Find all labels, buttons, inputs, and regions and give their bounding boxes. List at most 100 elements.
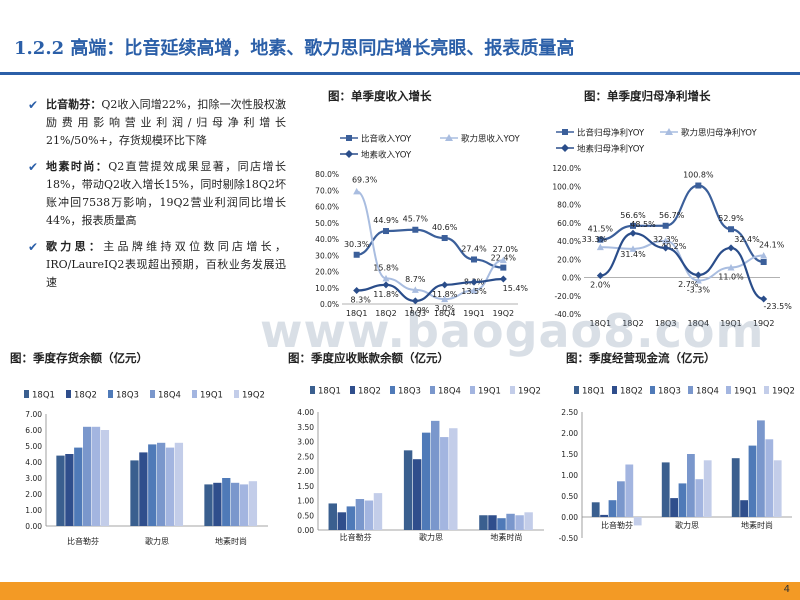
bar (633, 517, 642, 526)
legend-swatch (430, 386, 435, 394)
bar (497, 518, 506, 530)
legend-label: 19Q1 (734, 387, 757, 397)
bar (157, 442, 166, 526)
legend-label: 19Q2 (242, 391, 265, 401)
y-tick-label: 1.00 (25, 506, 42, 515)
x-tick-label: 地素时尚 (741, 520, 773, 530)
y-tick-label: 0.00 (25, 522, 42, 531)
bar (204, 484, 213, 526)
y-tick-label: -0.50 (559, 534, 579, 543)
bullet-item: ✔ 地素时尚：Q2直营提效成果显著，同店增长18%，带动Q2收入增长15%，同时… (28, 158, 286, 230)
bar (748, 445, 757, 517)
legend-marker (562, 129, 568, 135)
y-tick-label: 2.00 (25, 490, 42, 499)
data-label: 69.3% (352, 175, 378, 184)
y-tick-label: 3.00 (25, 474, 42, 483)
bar (165, 447, 175, 526)
y-tick-label: 60.0% (315, 203, 339, 212)
y-tick-label: 4.00 (297, 408, 314, 417)
data-label: 44.9% (373, 216, 399, 225)
cashflow-bar-chart: 18Q1 18Q2 18Q3 18Q4 19Q1 19Q2 -0.50 0.00 0.50 1.0… (559, 386, 795, 543)
bar (695, 479, 704, 517)
legend-marker (346, 135, 352, 141)
data-point (470, 287, 478, 294)
y-tick-label: 2.50 (297, 452, 314, 461)
legend-label: 19Q2 (772, 387, 795, 397)
y-tick-label: 1.00 (297, 497, 314, 506)
data-point (760, 252, 768, 259)
x-tick-label: 18Q4 (688, 319, 710, 328)
legend-swatch (390, 386, 395, 394)
x-tick-label: 歌力思 (675, 520, 699, 530)
legend-label: 比音收入YOY (361, 134, 412, 145)
bar (346, 506, 356, 530)
data-point (629, 245, 637, 252)
legend-label: 18Q3 (116, 391, 139, 401)
data-label: 24.1% (759, 241, 785, 250)
bullet-item: ✔ 比音勒芬：Q2收入同增22%，扣除一次性股权激励费用影响营业利润/归母净利增… (28, 96, 286, 150)
legend-label: 18Q1 (32, 391, 55, 401)
title-divider (0, 72, 800, 75)
legend-label: 地素收入YOY (361, 150, 412, 161)
data-point (441, 295, 449, 303)
y-tick-label: 2.00 (297, 467, 314, 476)
receivables-bar-chart: 18Q1 18Q2 18Q3 18Q4 19Q1 19Q2 0.00 0.50 1.00 1.50… (297, 386, 544, 542)
y-tick-label: 3.00 (297, 438, 314, 447)
bar (130, 460, 139, 526)
data-label: 2.7% (678, 280, 699, 289)
data-point (760, 258, 767, 265)
legend-swatch (688, 386, 693, 394)
bar (248, 481, 258, 526)
y-tick-label: 120.0% (552, 164, 581, 173)
data-point (662, 222, 669, 229)
data-point (597, 236, 604, 243)
chart-title-profit-growth: 图：单季度归母净利增长 (584, 89, 711, 103)
x-tick-label: 比音勒芬 (67, 536, 99, 546)
bar (231, 482, 240, 526)
data-label: 11.8% (373, 290, 399, 299)
legend-swatch (470, 386, 475, 394)
bar (625, 464, 634, 517)
bar (74, 447, 83, 526)
legend-swatch (726, 386, 731, 394)
data-label: 52.9% (718, 214, 744, 223)
y-tick-label: 2.50 (561, 408, 578, 417)
page-number: 4 (783, 584, 790, 595)
legend-swatch (234, 390, 239, 398)
x-tick-label: 19Q1 (463, 309, 485, 318)
bar (355, 499, 365, 530)
legend-label: 比音归母净利YOY (577, 128, 645, 139)
data-label: -23.5% (764, 302, 793, 311)
data-label: 8.3% (351, 296, 372, 305)
data-label: 56.7% (659, 211, 685, 220)
y-tick-label: 100.0% (552, 182, 581, 191)
x-tick-label: 18Q1 (590, 319, 612, 328)
bar (617, 481, 625, 517)
bar (373, 493, 383, 530)
y-tick-label: 4.00 (25, 458, 42, 467)
data-point (596, 243, 604, 251)
bar (670, 498, 678, 517)
chart-title-cashflow: 图：季度经营现金流（亿元） (566, 351, 716, 365)
bullet-text: Q2收入同增22%，扣除一次性股权激励费用影响营业利润/归母净利增长21%/50… (46, 98, 286, 147)
y-tick-label: 1.00 (561, 471, 578, 480)
data-label: 3.0% (435, 304, 456, 313)
bar (440, 437, 449, 530)
data-point (382, 281, 390, 289)
data-label: 33.3% (582, 235, 608, 244)
checkmark-icon: ✔ (28, 240, 39, 254)
data-point (353, 287, 361, 295)
bar (600, 514, 608, 517)
legend-label: 歌力思收入YOY (461, 134, 520, 145)
y-tick-label: 20.0% (557, 255, 581, 264)
data-label: 27.4% (461, 244, 487, 253)
data-point (412, 226, 419, 233)
legend-marker (345, 150, 353, 158)
y-tick-label: 10.0% (315, 284, 339, 293)
data-label: 11.0% (718, 272, 744, 281)
legend-label: 19Q1 (478, 387, 501, 397)
page-title: 1.2.2 高端：比音延续高增，地素、歌力思同店增长亮眼、报表质量高 (14, 38, 575, 59)
bar (412, 459, 422, 530)
data-label: 13.5% (461, 287, 487, 296)
legend-label: 19Q1 (200, 391, 223, 401)
